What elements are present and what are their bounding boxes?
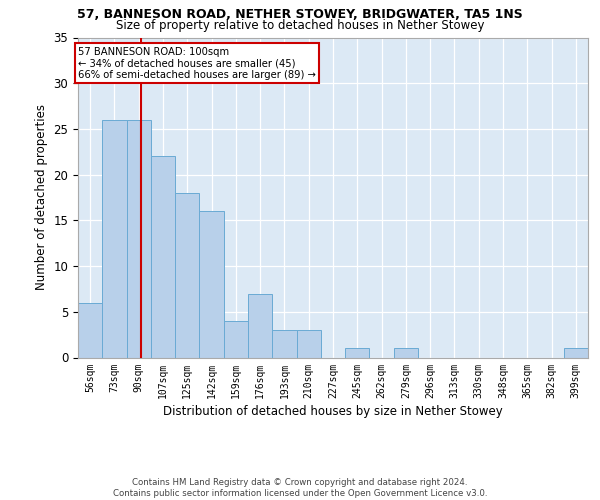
Bar	[224, 321, 248, 358]
Bar	[248, 294, 272, 358]
Text: 57, BANNESON ROAD, NETHER STOWEY, BRIDGWATER, TA5 1NS: 57, BANNESON ROAD, NETHER STOWEY, BRIDGW…	[77, 8, 523, 20]
Bar	[151, 156, 175, 358]
Bar	[78, 302, 102, 358]
Bar	[102, 120, 127, 358]
X-axis label: Distribution of detached houses by size in Nether Stowey: Distribution of detached houses by size …	[163, 404, 503, 417]
Text: 57 BANNESON ROAD: 100sqm
← 34% of detached houses are smaller (45)
66% of semi-d: 57 BANNESON ROAD: 100sqm ← 34% of detach…	[78, 46, 316, 80]
Y-axis label: Number of detached properties: Number of detached properties	[35, 104, 48, 290]
Bar	[175, 193, 199, 358]
Bar	[345, 348, 370, 358]
Bar	[394, 348, 418, 358]
Bar	[296, 330, 321, 357]
Text: Size of property relative to detached houses in Nether Stowey: Size of property relative to detached ho…	[116, 18, 484, 32]
Bar	[272, 330, 296, 357]
Bar	[564, 348, 588, 358]
Text: Contains HM Land Registry data © Crown copyright and database right 2024.
Contai: Contains HM Land Registry data © Crown c…	[113, 478, 487, 498]
Bar	[199, 211, 224, 358]
Bar	[127, 120, 151, 358]
